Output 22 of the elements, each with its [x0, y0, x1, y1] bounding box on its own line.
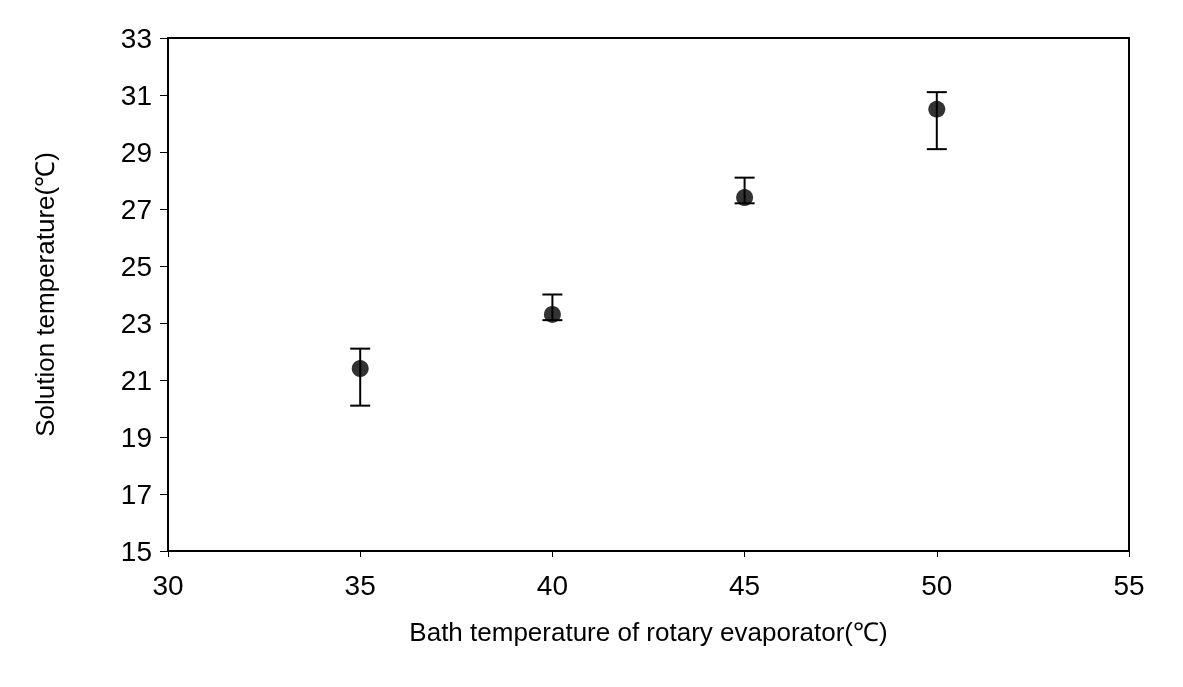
x-tick-label: 40	[536, 569, 568, 601]
x-tick-label: 50	[921, 569, 953, 601]
point	[543, 305, 561, 323]
y-tick-label: 25	[120, 250, 152, 282]
point	[351, 360, 369, 378]
y-tick-label: 23	[120, 307, 152, 339]
y-tick-label: 29	[120, 136, 152, 168]
y-tick-label: 21	[120, 364, 152, 396]
y-tick-label: 31	[120, 79, 152, 111]
x-tick-label: 55	[1113, 569, 1145, 601]
y-axis-title: Solution temperature(℃)	[30, 152, 60, 437]
y-tick-label: 27	[120, 193, 152, 225]
x-axis-title: Bath temperature of rotary evaporator(℃)	[409, 617, 888, 647]
point	[928, 100, 946, 118]
x-tick-label: 35	[344, 569, 376, 601]
y-tick-label: 33	[120, 22, 152, 54]
point	[736, 189, 754, 207]
x-tick-label: 45	[729, 569, 761, 601]
y-tick-label: 17	[120, 478, 152, 510]
y-tick-label: 15	[120, 535, 152, 567]
y-tick-label: 19	[120, 421, 152, 453]
x-tick-label: 30	[152, 569, 184, 601]
